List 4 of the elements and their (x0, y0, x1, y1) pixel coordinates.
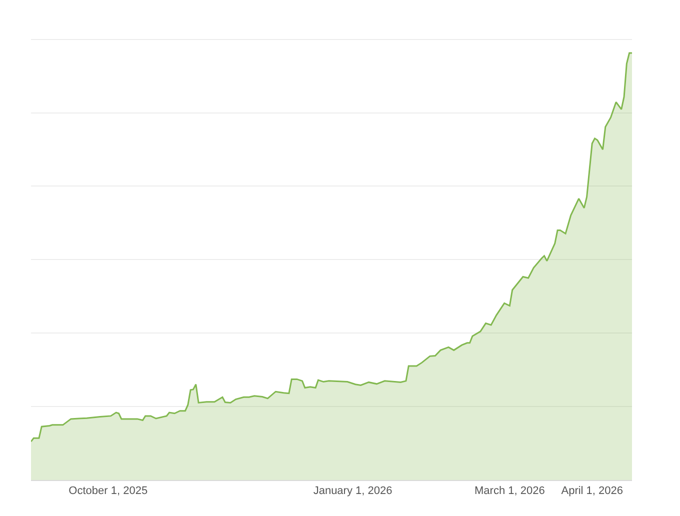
x-tick-label: October 1, 2025 (68, 485, 148, 498)
x-tick-label: January 1, 2026 (313, 485, 392, 498)
x-tick-label: April 1, 2026 (561, 485, 623, 498)
x-tick-label: March 1, 2026 (474, 485, 545, 498)
